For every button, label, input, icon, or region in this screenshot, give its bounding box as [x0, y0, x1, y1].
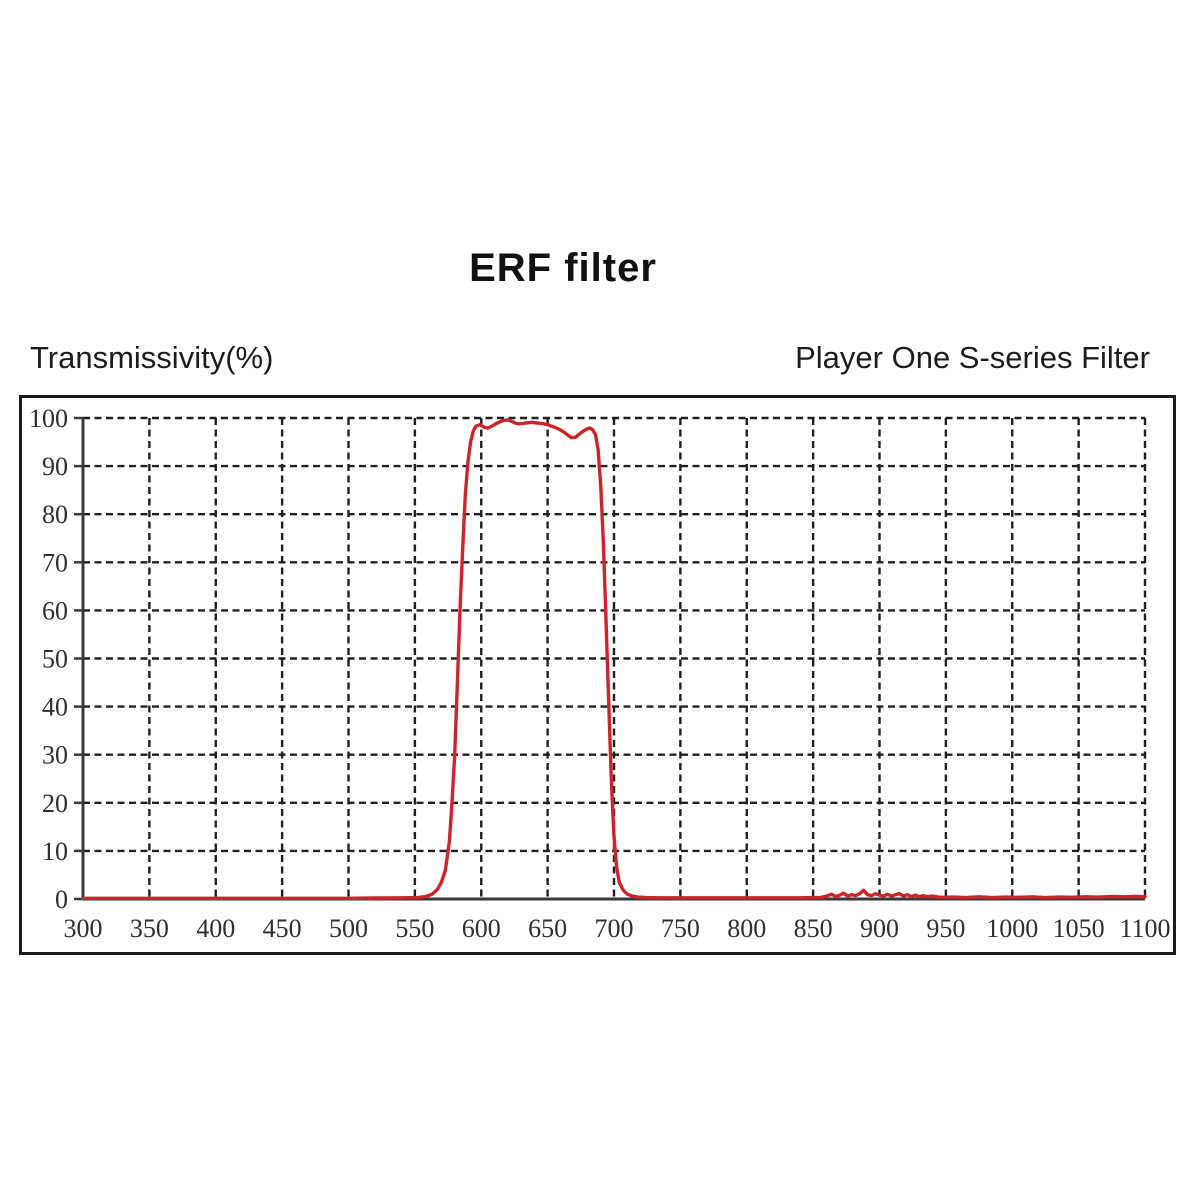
y-tick-label: 40 [42, 693, 68, 722]
x-tick-label: 550 [395, 914, 434, 943]
y-tick-label: 20 [42, 789, 68, 818]
x-tick-label: 750 [661, 914, 700, 943]
y-tick-label: 30 [42, 741, 68, 770]
x-tick-label: 650 [528, 914, 567, 943]
chart-title: ERF filter [469, 246, 657, 290]
x-tick-label: 1000 [986, 914, 1038, 943]
x-tick-label: 700 [595, 914, 634, 943]
x-tick-label: 600 [462, 914, 501, 943]
caption-row: Transmissivity(%) Player One S-series Fi… [30, 340, 1150, 376]
x-tick-label: 400 [196, 914, 235, 943]
x-tick-label: 800 [727, 914, 766, 943]
x-tick-label: 450 [263, 914, 302, 943]
y-tick-label: 100 [29, 404, 68, 433]
x-tick-label: 850 [794, 914, 833, 943]
y-tick-label: 50 [42, 645, 68, 674]
x-tick-label: 1050 [1053, 914, 1105, 943]
transmission-curve [81, 418, 1147, 900]
y-tick-label: 0 [55, 885, 68, 914]
y-tick-label: 70 [42, 548, 68, 577]
y-tick-label: 60 [42, 596, 68, 625]
x-tick-label: 500 [329, 914, 368, 943]
y-tick-label: 80 [42, 500, 68, 529]
transmission-chart: 0 10 20 30 40 50 60 70 80 90 100 300 350 400 450 500 550… [29, 404, 1171, 943]
x-tick-label: 300 [64, 914, 103, 943]
y-tick-label: 10 [42, 837, 68, 866]
chart-frame: 0 10 20 30 40 50 60 70 80 90 100 300 350 400 450 500 550… [19, 395, 1176, 955]
brand-caption: Player One S-series Filter [795, 340, 1150, 375]
x-tick-label: 950 [926, 914, 965, 943]
x-tick-label: 1100 [1119, 914, 1170, 943]
y-tick-label: 90 [42, 452, 68, 481]
x-tick-label: 350 [130, 914, 169, 943]
x-tick-label: 900 [860, 914, 899, 943]
y-axis-caption: Transmissivity(%) [30, 340, 274, 375]
